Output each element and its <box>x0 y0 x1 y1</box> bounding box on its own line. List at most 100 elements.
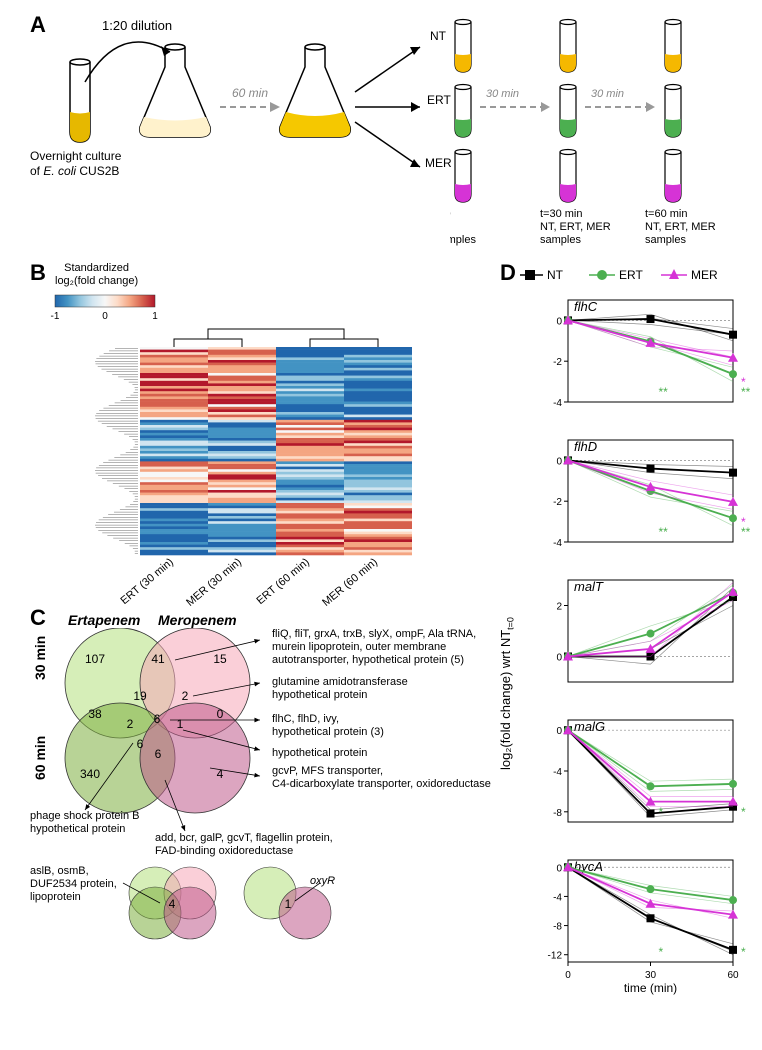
time60: 60 min <box>232 86 268 100</box>
panel-b-label: B <box>30 260 46 286</box>
svg-text:flhD: flhD <box>574 439 597 454</box>
panel-a-tubes: 30 min30 mint=0NTsamplest=30 minNT, ERT,… <box>450 12 760 257</box>
panel-d-label: D <box>500 260 516 286</box>
svg-text:0: 0 <box>556 456 562 467</box>
svg-text:60: 60 <box>727 970 739 981</box>
svg-text:30 min: 30 min <box>591 88 624 100</box>
venn-title-ert: Ertapenem <box>68 612 140 628</box>
venn-annot-8: oxyR <box>310 875 335 887</box>
svg-text:-1: -1 <box>51 311 60 322</box>
svg-text:6: 6 <box>154 712 161 726</box>
svg-text:samples: samples <box>645 234 686 246</box>
svg-text:30 min: 30 min <box>486 88 519 100</box>
venn-annot-0: fliQ, fliT, grxA, trxB, slyX, ompF, Ala … <box>272 628 476 668</box>
svg-text:malT: malT <box>574 579 604 594</box>
svg-text:-12: -12 <box>548 951 563 962</box>
chart-hycA: -12-8-4003060time (min)hycA** <box>540 852 760 1004</box>
cond-nt: NT <box>430 29 447 43</box>
svg-text:samples: samples <box>450 234 476 246</box>
svg-text:flhC: flhC <box>574 299 598 314</box>
svg-text:t=0: t=0 <box>450 208 451 220</box>
svg-text:4: 4 <box>169 897 176 911</box>
svg-text:t=60 min: t=60 min <box>645 208 688 220</box>
cond-ert: ERT <box>427 93 451 107</box>
svg-text:2: 2 <box>556 602 562 613</box>
svg-text:ERT: ERT <box>619 268 643 282</box>
svg-text:MER (60 min): MER (60 min) <box>320 556 380 609</box>
svg-text:t=30 min: t=30 min <box>540 208 583 220</box>
heatmap-legend-label: Standardized log₂(fold change) <box>55 262 138 288</box>
chart-flhC: -4-20flhC***** <box>540 292 760 444</box>
svg-text:*: * <box>659 805 664 819</box>
panel-d-legend: NT ERT MER <box>520 265 750 285</box>
chart-malT: 0 2 malT <box>540 572 760 724</box>
heatmap-legend: -1 0 1 <box>45 292 165 322</box>
svg-text:1: 1 <box>285 897 292 911</box>
svg-text:MER (30 min): MER (30 min) <box>184 556 244 609</box>
svg-text:340: 340 <box>80 767 100 781</box>
venn-annot-4: gcvP, MFS transporter, C4-dicarboxylate … <box>272 765 491 791</box>
venn-annot-6: phage shock protein B hypothetical prote… <box>30 810 139 836</box>
svg-text:*: * <box>741 805 746 819</box>
svg-text:*: * <box>659 945 664 959</box>
svg-text:-4: -4 <box>553 892 562 903</box>
svg-text:38: 38 <box>88 707 102 721</box>
svg-text:1: 1 <box>152 311 158 322</box>
dilution-text: 1:20 dilution <box>102 18 172 33</box>
svg-text:19: 19 <box>133 689 147 703</box>
svg-text:0: 0 <box>102 311 108 322</box>
svg-text:ERT (30 min): ERT (30 min) <box>118 556 176 607</box>
svg-text:30: 30 <box>645 970 657 981</box>
venn-annot-3: hypothetical protein <box>272 747 367 760</box>
svg-text:0: 0 <box>556 653 562 664</box>
svg-text:*: * <box>741 375 746 389</box>
svg-text:*: * <box>741 945 746 959</box>
svg-text:NT: NT <box>547 268 564 282</box>
svg-text:*: * <box>741 515 746 529</box>
venn-annot-1: glutamine amidotransferase hypothetical … <box>272 676 408 702</box>
svg-text:samples: samples <box>540 234 581 246</box>
svg-text:2: 2 <box>127 717 134 731</box>
svg-text:NT, ERT, MER: NT, ERT, MER <box>540 221 611 233</box>
chart-malG: -8 -4 0 malG * * <box>540 712 760 864</box>
svg-text:41: 41 <box>151 652 165 666</box>
svg-text:2: 2 <box>182 689 189 703</box>
chart-flhD: -4-20flhD***** <box>540 432 760 584</box>
flask-2 <box>280 44 351 137</box>
svg-text:ERT (60 min): ERT (60 min) <box>254 556 312 607</box>
svg-text:0: 0 <box>556 316 562 327</box>
flask-1 <box>140 44 211 137</box>
svg-text:malG: malG <box>574 719 605 734</box>
heatmap: ERT (30 min)MER (30 min)ERT (60 min)MER … <box>45 322 465 612</box>
svg-text:time (min): time (min) <box>624 981 677 995</box>
panel-d-ylabel: log₂(fold change) wrt NTt=0 <box>498 617 516 770</box>
svg-text:0: 0 <box>556 863 562 874</box>
svg-text:MER: MER <box>691 268 718 282</box>
tube-overnight <box>70 59 90 142</box>
venn-annot-7: aslB, osmB, DUF2534 protein, lipoprotein <box>30 865 117 905</box>
panel-c-label: C <box>30 605 46 631</box>
svg-text:**: ** <box>659 525 669 539</box>
svg-text:-2: -2 <box>553 497 562 508</box>
venn-annot-2: flhC, flhD, ivy, hypothetical protein (3… <box>272 713 384 739</box>
venn-annot-5: add, bcr, galP, gcvT, flagellin protein,… <box>155 832 333 858</box>
svg-text:-8: -8 <box>553 922 562 933</box>
svg-text:-4: -4 <box>553 398 562 409</box>
svg-text:0: 0 <box>565 970 571 981</box>
culture-label-1: Overnight culture <box>30 149 122 163</box>
svg-text:0: 0 <box>217 707 224 721</box>
svg-text:6: 6 <box>137 737 144 751</box>
svg-text:NT, ERT, MER: NT, ERT, MER <box>645 221 716 233</box>
svg-text:15: 15 <box>213 652 227 666</box>
svg-text:1: 1 <box>177 717 184 731</box>
svg-text:0: 0 <box>556 726 562 737</box>
svg-text:-4: -4 <box>553 538 562 549</box>
svg-text:-4: -4 <box>553 767 562 778</box>
culture-label-2: of E. coli CUS2B <box>30 164 119 178</box>
venn-title-mer: Meropenem <box>158 612 237 628</box>
svg-text:107: 107 <box>85 652 105 666</box>
svg-text:**: ** <box>659 385 669 399</box>
cond-mer: MER <box>425 156 452 170</box>
svg-text:-8: -8 <box>553 808 562 819</box>
svg-text:6: 6 <box>155 747 162 761</box>
